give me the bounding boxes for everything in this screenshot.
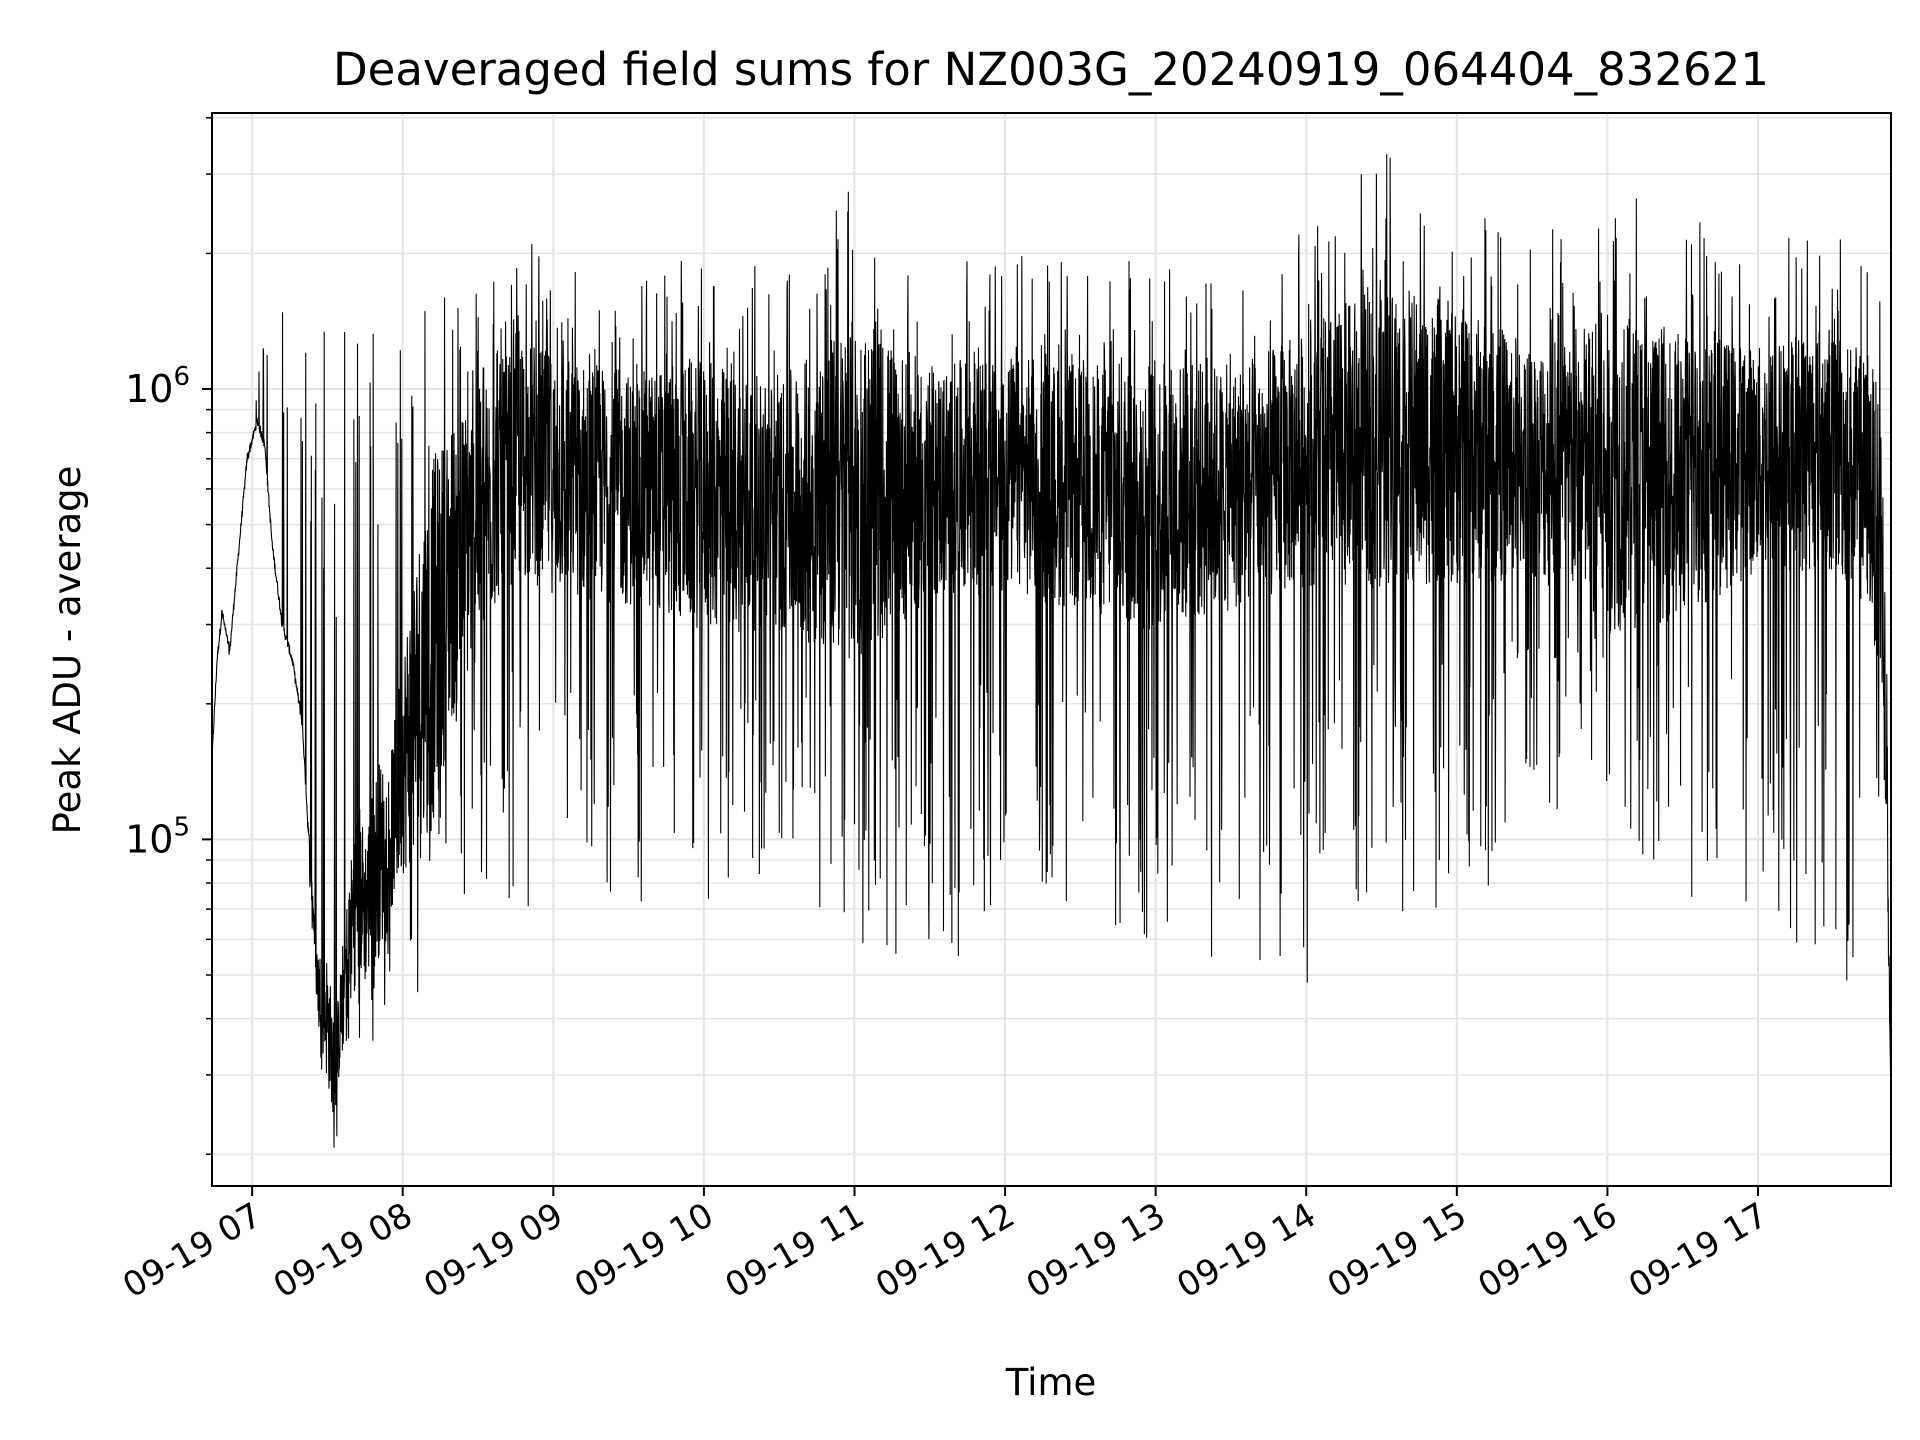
series-line bbox=[211, 153, 1892, 1148]
y-tick-label: 105 bbox=[125, 812, 190, 861]
y-tick-label: 106 bbox=[125, 362, 190, 411]
x-axis-label: Time bbox=[1005, 1361, 1097, 1404]
y-axis-label: Peak ADU - average bbox=[46, 466, 89, 835]
plot-frame bbox=[211, 112, 1892, 1187]
chart-title: Deaveraged field sums for NZ003G_2024091… bbox=[333, 43, 1769, 96]
data-series bbox=[211, 153, 1892, 1148]
